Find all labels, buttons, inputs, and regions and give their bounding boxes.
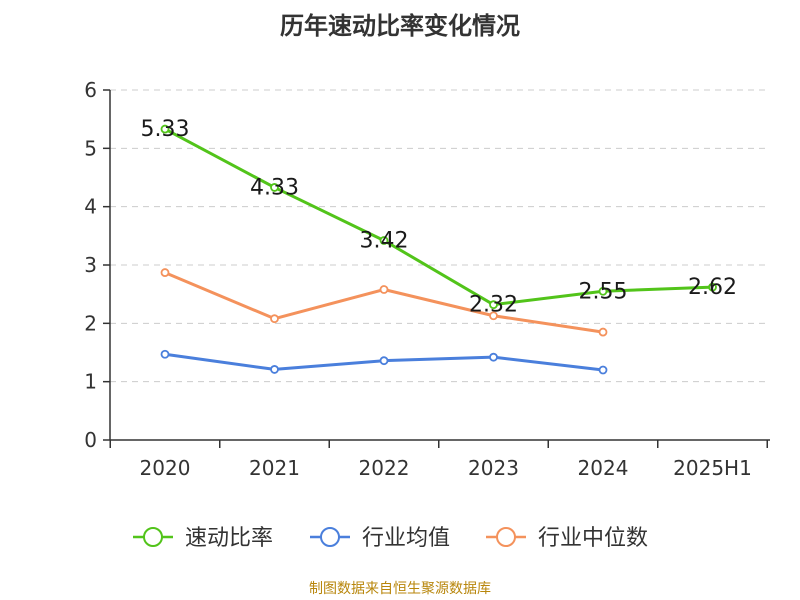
series-point-0 (270, 183, 279, 192)
series-point-2 (270, 314, 279, 324)
legend-item-1[interactable]: 行业均值 (310, 526, 450, 551)
y-axis-tick-label: 1 (84, 370, 97, 394)
series-point-1 (160, 349, 170, 359)
x-axis-tick-label: 2022 (359, 456, 410, 480)
legend-label: 行业中位数 (538, 526, 648, 551)
y-axis-tick-label: 6 (84, 78, 97, 102)
data-label: 4.33 (250, 175, 299, 200)
legend-circle-marker (320, 527, 340, 547)
series-point-1 (270, 365, 279, 374)
x-axis-tick-label: 2025H1 (673, 456, 752, 480)
data-source-note: 制图数据来自恒生聚源数据库 (309, 581, 491, 597)
series-lines (160, 124, 717, 375)
y-axis-tick-label: 3 (84, 253, 97, 277)
y-axis-tick-label: 5 (84, 136, 97, 160)
x-axis-tick-label: 2020 (140, 456, 191, 480)
legend-label: 行业均值 (362, 526, 450, 551)
y-axis-tick-label: 2 (84, 311, 97, 335)
series-point-2 (598, 327, 608, 337)
legend-label: 速动比率 (185, 526, 273, 551)
data-labels: 5.33 4.33 3.42 2.32 2.55 2.62 (141, 117, 737, 318)
series-point-0 (379, 236, 389, 245)
series-point-2 (489, 311, 498, 321)
y-axis-tick-label: 4 (84, 195, 97, 219)
series-point-0 (160, 124, 170, 134)
data-label: 3.42 (360, 229, 409, 254)
grid-lines (110, 89, 770, 383)
series-point-1 (379, 356, 389, 366)
legend-circle-marker (496, 527, 516, 547)
legend-circle-marker (143, 527, 163, 547)
series-point-0 (598, 286, 608, 296)
chart-title: 历年速动比率变化情况 (280, 12, 520, 40)
series-line-2 (163, 271, 605, 334)
data-label: 2.32 (469, 293, 518, 318)
series-point-1 (598, 365, 608, 375)
series-point-1 (489, 352, 498, 362)
x-axis-tick-label: 2024 (578, 456, 629, 480)
legend-item-2[interactable]: 行业中位数 (486, 526, 648, 551)
x-axis-tick-label: 2021 (249, 456, 300, 480)
series-point-2 (160, 268, 170, 277)
series-point-2 (379, 285, 389, 294)
y-axis-tick-label: 0 (84, 428, 97, 452)
legend: 速动比率 行业均值 行业中位数 (133, 526, 648, 551)
data-label: 5.33 (141, 117, 190, 142)
series-point-0 (489, 300, 498, 310)
series-line-0 (163, 127, 714, 307)
x-axis-tick-label: 2023 (468, 456, 519, 480)
axes: 0 1 2 3 4 5 6 2020 2021 2022 2023 2024 2025H1 (84, 78, 770, 480)
legend-item-0[interactable]: 速动比率 (133, 526, 273, 551)
data-label: 2.62 (688, 275, 737, 300)
series-point-0 (708, 282, 717, 292)
data-label: 2.55 (579, 279, 628, 304)
